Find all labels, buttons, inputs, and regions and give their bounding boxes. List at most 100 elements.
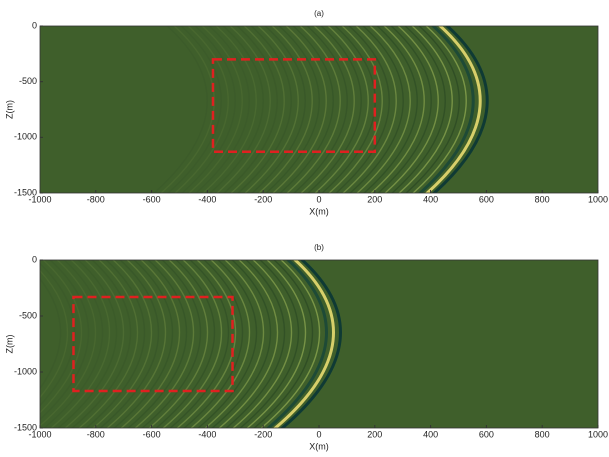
wavefront (370, 26, 425, 193)
wavefront (155, 260, 216, 428)
x-tick-label: 0 (316, 194, 321, 204)
wavefront (169, 260, 230, 428)
wavefront (232, 260, 293, 428)
wavefront (377, 26, 432, 193)
wavefront (113, 260, 174, 428)
wavefront (57, 260, 118, 428)
y-axis-label: Z(m) (4, 335, 14, 354)
wavefront (417, 26, 475, 193)
wavefield (40, 260, 342, 428)
wavefront (218, 260, 279, 428)
x-tick-label: -200 (254, 194, 272, 204)
wavefront (99, 260, 160, 428)
wavefront (273, 260, 335, 428)
y-tick-label: -500 (19, 76, 37, 86)
y-tick-label: -1500 (14, 422, 37, 432)
wavefront (431, 26, 489, 193)
wavefront (280, 260, 342, 428)
wavefront (40, 277, 62, 390)
x-tick-label: 800 (535, 429, 550, 439)
wavefront (120, 260, 181, 428)
wavefront (314, 26, 369, 193)
wavefront (141, 260, 202, 428)
x-tick-label: -600 (143, 429, 161, 439)
y-tick-label: -1000 (14, 132, 37, 142)
wavefront (272, 26, 327, 193)
wavefront (321, 26, 376, 193)
wavefront (40, 260, 83, 414)
wavefront (424, 26, 482, 193)
wavefront (174, 26, 229, 193)
wavefront (148, 260, 209, 428)
wavefront (204, 260, 265, 428)
wavefront (40, 260, 90, 421)
wavefront (300, 26, 355, 193)
x-axis-label: X(m) (309, 441, 329, 451)
wavefront (85, 260, 146, 428)
x-tick-label: 400 (423, 194, 438, 204)
wavefront (253, 260, 314, 428)
wavefront (134, 260, 195, 428)
wavefront (363, 26, 418, 193)
wavefront (356, 26, 411, 193)
wavefront (78, 260, 139, 428)
x-tick-label: -1000 (28, 194, 51, 204)
x-tick-label: -800 (87, 429, 105, 439)
x-tick-label: 400 (423, 429, 438, 439)
x-tick-label: 200 (367, 429, 382, 439)
wavefront (71, 260, 132, 428)
x-tick-label: 600 (479, 429, 494, 439)
wavefront (40, 260, 97, 427)
highlight-region (211, 58, 377, 154)
x-tick-label: 1000 (588, 429, 608, 439)
wavefront (286, 26, 341, 193)
wavefront (183, 260, 244, 428)
wavefront (106, 260, 167, 428)
wavefront (181, 26, 236, 193)
wavefront (50, 260, 111, 428)
panel-title: (b) (314, 243, 324, 252)
wavefront (244, 26, 299, 193)
wavefront (197, 260, 258, 428)
wavefront (216, 26, 271, 193)
wavefront (230, 26, 285, 193)
wavefront (202, 26, 257, 193)
wavefront (342, 26, 397, 193)
wavefront (43, 260, 104, 428)
wavefront (307, 26, 362, 193)
wavefront (190, 260, 251, 428)
wavefront (64, 260, 125, 428)
wavefront (246, 260, 307, 428)
wavefront (266, 260, 328, 428)
wavefront (251, 26, 306, 193)
x-axis-label: X(m) (309, 206, 329, 216)
wavefront (398, 26, 453, 193)
wavefront (279, 26, 334, 193)
wavefront (258, 26, 313, 193)
wavefront (127, 260, 188, 428)
x-tick-label: 0 (316, 429, 321, 439)
y-tick-label: -1000 (14, 366, 37, 376)
wavefront (167, 26, 222, 193)
y-tick-label: -1500 (14, 187, 37, 197)
x-tick-label: 600 (479, 194, 494, 204)
wavefront (153, 26, 208, 193)
x-tick-label: -200 (254, 429, 272, 439)
wavefield (153, 26, 489, 193)
wavefront (160, 26, 215, 193)
wavefront (188, 26, 243, 193)
y-tick-label: -500 (19, 310, 37, 320)
y-tick-label: 0 (32, 20, 37, 30)
x-tick-label: -400 (198, 194, 216, 204)
x-tick-label: 800 (535, 194, 550, 204)
wavefront (349, 26, 404, 193)
wavefield-background (40, 26, 598, 193)
x-tick-label: -1000 (28, 429, 51, 439)
x-tick-label: -600 (143, 194, 161, 204)
wavefront (162, 260, 223, 428)
wavefront (412, 26, 467, 193)
y-axis-label: Z(m) (4, 100, 14, 119)
wavefront (223, 26, 278, 193)
x-tick-label: -800 (87, 194, 105, 204)
wavefront (265, 26, 320, 193)
